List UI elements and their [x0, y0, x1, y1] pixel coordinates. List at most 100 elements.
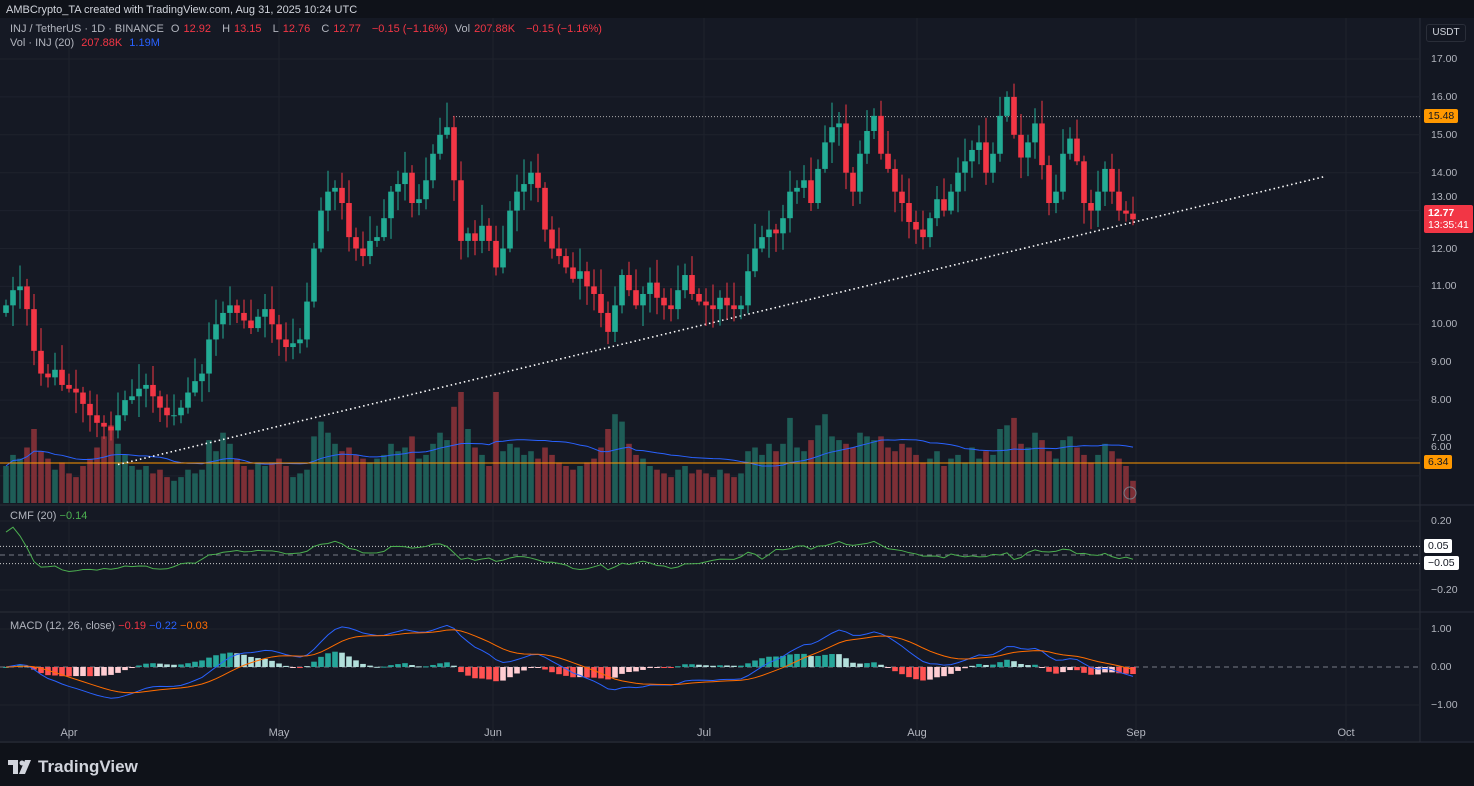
- macd-histogram-bar: [1130, 667, 1136, 675]
- volume-bar: [451, 406, 457, 503]
- candle-body: [976, 142, 982, 150]
- volume-bar: [654, 469, 660, 503]
- macd-histogram-bar: [472, 667, 478, 679]
- volume-indicator-value: 207.88K: [81, 37, 123, 49]
- candle-body: [514, 191, 520, 211]
- volume-bar: [808, 440, 814, 503]
- volume-bar: [731, 477, 737, 503]
- cmf-tick: 0.20: [1431, 515, 1452, 527]
- volume-bar: [52, 469, 58, 503]
- macd-histogram-bar: [451, 665, 457, 667]
- macd-histogram-bar: [437, 663, 443, 667]
- candle-body: [262, 309, 268, 317]
- volume-bar: [647, 466, 653, 503]
- candle-body: [864, 131, 870, 154]
- candle-body: [724, 297, 730, 306]
- open-value: 12.92: [183, 23, 211, 35]
- volume-bar: [402, 447, 408, 503]
- volume-bar: [304, 469, 310, 503]
- macd-histogram-bar: [836, 654, 842, 667]
- volume-bar: [759, 454, 765, 503]
- candle-body: [45, 373, 51, 378]
- candle-body: [682, 275, 688, 291]
- candle-body: [17, 286, 23, 291]
- volume-bar: [213, 451, 219, 503]
- candle-body: [1074, 138, 1080, 162]
- macd-histogram-bar: [66, 667, 72, 677]
- volume-indicator-label[interactable]: Vol · INJ (20): [10, 37, 75, 49]
- macd-histogram-bar: [815, 655, 821, 667]
- macd-histogram-bar: [969, 665, 975, 667]
- symbol-name[interactable]: INJ / TetherUS · 1D · BINANCE: [10, 23, 164, 35]
- volume-bar: [815, 425, 821, 503]
- volume-bar: [507, 443, 513, 503]
- candle-body: [458, 180, 464, 241]
- macd-histogram-bar: [1018, 663, 1024, 667]
- volume-bar: [619, 421, 625, 503]
- volume-bar: [983, 451, 989, 503]
- candle-body: [360, 248, 366, 257]
- price-tick: 13.00: [1431, 191, 1458, 203]
- candle-body: [1004, 96, 1010, 116]
- candle-body: [241, 312, 247, 321]
- candle-body: [101, 422, 107, 427]
- candle-body: [983, 142, 989, 173]
- macd-histogram-bar: [570, 667, 576, 678]
- volume-bar: [563, 466, 569, 503]
- macd-histogram-bar: [976, 663, 982, 667]
- macd-histogram-bar: [787, 654, 793, 667]
- bar-countdown: 13:35:41: [1428, 219, 1469, 231]
- candle-body: [1130, 213, 1136, 220]
- volume-bar: [388, 443, 394, 503]
- volume-bar: [199, 469, 205, 503]
- volume-bar: [395, 451, 401, 503]
- price-tick: 11.00: [1431, 280, 1457, 293]
- macd-label[interactable]: MACD (12, 26, close): [10, 620, 116, 632]
- macd-histogram-bar: [458, 667, 464, 673]
- candle-body: [577, 271, 583, 279]
- macd-histogram-bar: [108, 667, 114, 675]
- candle-body: [521, 184, 527, 192]
- volume-bar: [773, 451, 779, 503]
- candle-body: [248, 320, 254, 329]
- candle-body: [689, 275, 695, 294]
- volume-bar: [570, 469, 576, 503]
- macd-histogram-bar: [661, 667, 667, 668]
- volume-bar: [1116, 458, 1122, 503]
- volume-bar: [437, 432, 443, 503]
- volume-bar: [752, 447, 758, 503]
- candle-body: [752, 248, 758, 272]
- macd-histogram-bar: [45, 667, 51, 676]
- volume-bar: [521, 454, 527, 503]
- candle-body: [605, 312, 611, 332]
- candle-body: [486, 225, 492, 241]
- candle-body: [395, 184, 401, 192]
- macd-histogram-bar: [626, 667, 632, 673]
- candle-body: [255, 316, 261, 329]
- currency-unit-button[interactable]: USDT: [1426, 24, 1466, 42]
- volume-bar: [591, 458, 597, 503]
- tradingview-logo[interactable]: TradingView: [8, 757, 138, 777]
- macd-histogram-bar: [465, 667, 471, 676]
- volume-bar: [1095, 454, 1101, 503]
- candle-body: [1081, 161, 1087, 204]
- candle-body: [402, 172, 408, 185]
- candle-body: [479, 225, 485, 241]
- candle-body: [584, 271, 590, 287]
- volume-bar: [1102, 443, 1108, 503]
- cmf-label[interactable]: CMF (20): [10, 510, 57, 522]
- volume-bar: [724, 473, 730, 503]
- macd-line: [5, 624, 1134, 699]
- volume-bar: [458, 392, 464, 503]
- macd-histogram-bar: [780, 655, 786, 667]
- macd-histogram-bar: [549, 667, 555, 673]
- volume-bar: [108, 425, 114, 503]
- candle-body: [409, 172, 415, 204]
- macd-histogram-bar: [444, 662, 450, 667]
- volume-bar: [150, 473, 156, 503]
- volume-bar: [850, 447, 856, 503]
- candle-body: [598, 293, 604, 313]
- candle-body: [129, 396, 135, 401]
- candle-body: [815, 168, 821, 204]
